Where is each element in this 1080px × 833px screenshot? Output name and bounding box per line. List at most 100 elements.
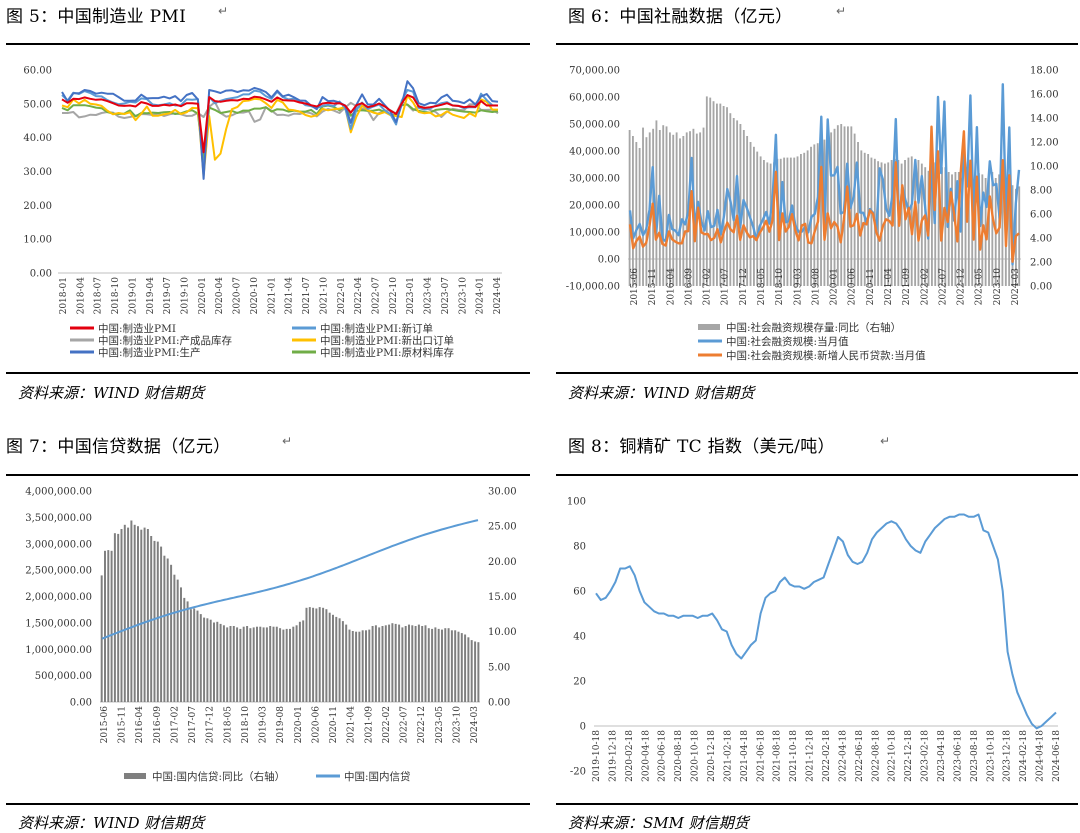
chart7-top-rule [6,474,530,476]
bar [269,626,272,702]
bar [401,627,404,702]
y-left-tick-label: 2,500,000.00 [25,566,92,577]
bar [358,631,361,702]
x-tick-label: 2023-05 [435,706,445,744]
bar [110,550,113,702]
x-tick-label: 2019-10 [181,277,191,315]
bar [914,161,917,286]
bar [635,142,638,286]
y-right-tick-label: 25.00 [488,522,517,533]
bar [900,163,903,286]
bar [887,162,890,286]
bar [259,626,262,702]
chart6-panel: 70,000.00 60,000.00 50,000.00 40,000.00 30,0… [556,46,1078,368]
bar [315,608,318,702]
bar [166,558,169,702]
x-tick-label: 2018-01 [59,277,69,314]
chart5-panel: 60.00 50.00 40.00 30.00 20.00 10.00 0.00 2018-0… [6,46,530,368]
x-tick-label: 2018-05 [223,706,233,744]
y-right-tick-label: 10.00 [488,627,517,638]
x-tick-label: 2020-04 [215,277,225,315]
x-tick-label: 2022-06-18 [855,730,865,782]
bar [756,151,759,286]
bar [474,641,477,702]
series-line-tc [595,513,1057,730]
x-tick-label: 2020-11 [329,706,339,743]
y-tick-label: 20.00 [23,201,52,212]
y-left-tick-label: 60,000.00 [569,93,620,104]
bar [427,628,430,702]
y-right-tick-label: 0.00 [488,698,510,709]
x-tick-label: 2019-12-18 [608,730,618,782]
x-tick-label: 2024-06-18 [1052,730,1062,782]
bar [140,529,143,702]
x-tick-label: 2024-03 [470,706,480,744]
y-left-tick-label: -10,000.00 [566,282,620,293]
x-tick-label: 2020-06 [848,268,858,306]
bar [628,130,631,286]
x-tick-label: 2021-10-18 [789,730,799,782]
x-tick-label: 2020-11 [866,268,876,305]
y-tick-label: 30.00 [23,167,52,178]
bar [742,130,745,286]
y-left-tick-label: 70,000.00 [569,66,620,77]
return-mark-icon: ↵ [218,4,229,18]
x-tick-label: 2020-01 [198,277,208,314]
bar [722,106,725,286]
bar [904,160,906,286]
series-line-0 [61,94,498,154]
bar [318,607,321,702]
series-line-loans [628,125,1020,263]
bar [153,540,156,702]
y-left-tick-label: 30,000.00 [569,174,620,185]
y-left-tick-label: 2,000,000.00 [25,592,92,603]
bar [351,631,354,702]
chart7-bottom-rule [6,803,530,805]
bar [338,618,341,702]
bar [374,625,377,702]
bar [800,154,802,286]
y-right-tick-label: 8.00 [1030,186,1052,197]
legend-label-swatch [698,324,720,330]
y-tick-label: 100 [567,497,586,508]
bar [773,162,775,286]
bar [719,103,722,286]
bar [189,609,192,702]
bar [470,640,473,702]
bar [186,601,189,702]
bar [229,626,232,702]
bar [739,124,742,286]
bar [947,172,950,286]
bar [450,630,453,702]
x-tick-label: 2021-10 [319,277,329,315]
y-left-tick-label: 4,000,000.00 [25,487,92,498]
series-line-credit [101,519,479,640]
x-tick-label: 2022-10-18 [888,730,898,782]
chart8-panel: 100 80 60 40 20 0 -20 2019-10-18 2019-12-18 2020-… [556,477,1078,799]
bar [967,178,970,286]
x-tick-label: 2016-09 [684,268,694,306]
bar [1001,178,1004,286]
x-tick-label: 2023-08-18 [970,730,980,782]
bar [256,626,258,702]
x-tick-label: 2024-04 [493,277,503,315]
y-left-tick-label: 3,000,000.00 [25,539,92,550]
bar [252,627,255,702]
x-tick-label: 2021-09 [902,268,912,306]
bar [371,626,374,702]
x-tick-label: 2021-04 [884,268,894,306]
bar [394,623,397,702]
bar [638,148,641,286]
bar [414,626,417,702]
bar [242,626,245,702]
bar [417,624,420,702]
y-tick-label: 60 [573,587,586,598]
bar [107,550,110,702]
x-tick-label: 2021-01 [267,277,277,314]
x-tick-label: 2021-08-18 [773,730,783,782]
bar [880,162,883,286]
bar [345,624,348,702]
x-tick-label: 2022-02 [382,706,392,743]
bar [285,628,288,702]
y-right-tick-label: 0.00 [1030,282,1052,293]
